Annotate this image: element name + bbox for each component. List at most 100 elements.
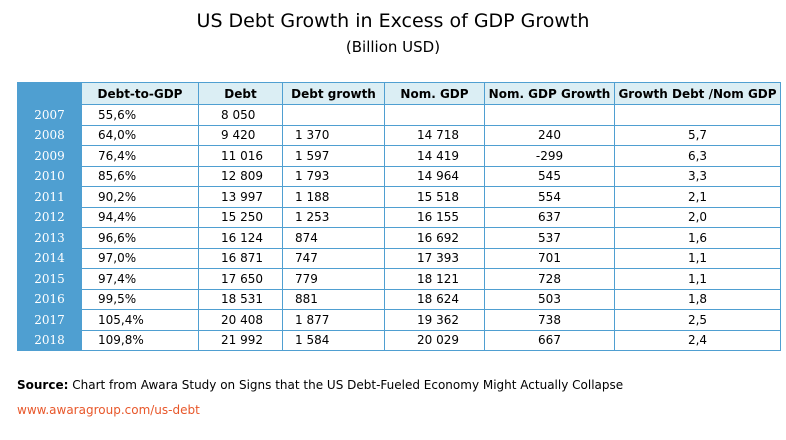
data-cell: 12 809 <box>198 165 283 187</box>
data-cell: 2,4 <box>614 329 781 351</box>
data-cell: 18 121 <box>384 268 485 290</box>
corner-cell <box>17 82 82 105</box>
data-cell <box>384 104 485 126</box>
source-label: Source: <box>17 378 69 392</box>
data-cell: 1 188 <box>282 186 385 208</box>
data-cell: 76,4% <box>81 145 199 167</box>
data-cell: 701 <box>484 247 615 269</box>
year-cell: 2018 <box>17 329 82 351</box>
data-cell <box>282 104 385 126</box>
header-row: Debt-to-GDP Debt Debt growth Nom. GDP Nom. G… <box>17 82 781 105</box>
data-cell: 1 584 <box>282 329 385 351</box>
data-cell: 3,3 <box>614 165 781 187</box>
data-cell: 20 029 <box>384 329 485 351</box>
column-header: Debt <box>198 82 283 105</box>
data-cell: 17 393 <box>384 247 485 269</box>
table-row: 2017 105,4% 20 408 1 877 19 362 738 2,5 <box>17 309 781 331</box>
data-cell: 6,3 <box>614 145 781 167</box>
year-cell: 2012 <box>17 206 82 228</box>
data-cell: 15 518 <box>384 186 485 208</box>
data-cell: 1 793 <box>282 165 385 187</box>
data-cell: 738 <box>484 309 615 331</box>
data-cell: 18 531 <box>198 288 283 310</box>
data-cell: 1 253 <box>282 206 385 228</box>
data-cell: 874 <box>282 227 385 249</box>
table-row: 2014 97,0% 16 871 747 17 393 701 1,1 <box>17 247 781 269</box>
column-header: Nom. GDP <box>384 82 485 105</box>
data-cell: 5,7 <box>614 124 781 146</box>
source: Source: Chart from Awara Study on Signs … <box>17 378 623 392</box>
year-cell: 2011 <box>17 186 82 208</box>
year-cell: 2015 <box>17 268 82 290</box>
table-row: 2012 94,4% 15 250 1 253 16 155 637 2,0 <box>17 206 781 228</box>
data-cell: 1 370 <box>282 124 385 146</box>
data-cell: 728 <box>484 268 615 290</box>
data-cell: 99,5% <box>81 288 199 310</box>
data-cell: 503 <box>484 288 615 310</box>
data-cell: 637 <box>484 206 615 228</box>
data-cell <box>484 104 615 126</box>
data-cell: 90,2% <box>81 186 199 208</box>
data-cell: 1,1 <box>614 268 781 290</box>
data-cell: -299 <box>484 145 615 167</box>
data-cell: 16 692 <box>384 227 485 249</box>
data-cell: 8 050 <box>198 104 283 126</box>
data-cell: 1,6 <box>614 227 781 249</box>
data-cell: 667 <box>484 329 615 351</box>
data-cell: 21 992 <box>198 329 283 351</box>
data-cell: 240 <box>484 124 615 146</box>
year-cell: 2016 <box>17 288 82 310</box>
data-cell: 1 877 <box>282 309 385 331</box>
data-cell: 545 <box>484 165 615 187</box>
data-cell: 105,4% <box>81 309 199 331</box>
link[interactable]: www.awaragroup.com/us-debt <box>17 403 200 417</box>
data-cell: 17 650 <box>198 268 283 290</box>
data-cell: 2,5 <box>614 309 781 331</box>
data-cell: 97,0% <box>81 247 199 269</box>
data-cell: 85,6% <box>81 165 199 187</box>
year-cell: 2010 <box>17 165 82 187</box>
year-cell: 2009 <box>17 145 82 167</box>
column-header: Debt growth <box>282 82 385 105</box>
data-cell: 15 250 <box>198 206 283 228</box>
table-row: 2009 76,4% 11 016 1 597 14 419 -299 6,3 <box>17 145 781 167</box>
table-row: 2008 64,0% 9 420 1 370 14 718 240 5,7 <box>17 124 781 146</box>
year-cell: 2008 <box>17 124 82 146</box>
table-row: 2007 55,6% 8 050 <box>17 104 781 126</box>
data-cell: 1 597 <box>282 145 385 167</box>
data-cell: 20 408 <box>198 309 283 331</box>
data-cell: 554 <box>484 186 615 208</box>
year-cell: 2013 <box>17 227 82 249</box>
year-cell: 2007 <box>17 104 82 126</box>
data-cell: 2,0 <box>614 206 781 228</box>
data-cell: 14 718 <box>384 124 485 146</box>
data-cell: 94,4% <box>81 206 199 228</box>
column-header: Debt-to-GDP <box>81 82 199 105</box>
data-cell: 9 420 <box>198 124 283 146</box>
data-cell: 1,8 <box>614 288 781 310</box>
data-table: Debt-to-GDP Debt Debt growth Nom. GDP Nom. G… <box>17 82 781 351</box>
data-cell: 16 124 <box>198 227 283 249</box>
year-cell: 2014 <box>17 247 82 269</box>
source-text: Chart from Awara Study on Signs that the… <box>72 378 624 392</box>
data-cell: 16 155 <box>384 206 485 228</box>
data-cell: 55,6% <box>81 104 199 126</box>
data-cell: 881 <box>282 288 385 310</box>
data-cell: 1,1 <box>614 247 781 269</box>
table-row: 2010 85,6% 12 809 1 793 14 964 545 3,3 <box>17 165 781 187</box>
data-cell: 16 871 <box>198 247 283 269</box>
data-cell <box>614 104 781 126</box>
data-cell: 537 <box>484 227 615 249</box>
data-cell: 109,8% <box>81 329 199 351</box>
data-cell: 64,0% <box>81 124 199 146</box>
data-cell: 13 997 <box>198 186 283 208</box>
data-cell: 14 419 <box>384 145 485 167</box>
table-row: 2011 90,2% 13 997 1 188 15 518 554 2,1 <box>17 186 781 208</box>
data-cell: 14 964 <box>384 165 485 187</box>
table-row: 2018 109,8% 21 992 1 584 20 029 667 2,4 <box>17 329 781 351</box>
column-header: Growth Debt /Nom GDP <box>614 82 781 105</box>
data-cell: 2,1 <box>614 186 781 208</box>
data-cell: 19 362 <box>384 309 485 331</box>
data-cell: 96,6% <box>81 227 199 249</box>
